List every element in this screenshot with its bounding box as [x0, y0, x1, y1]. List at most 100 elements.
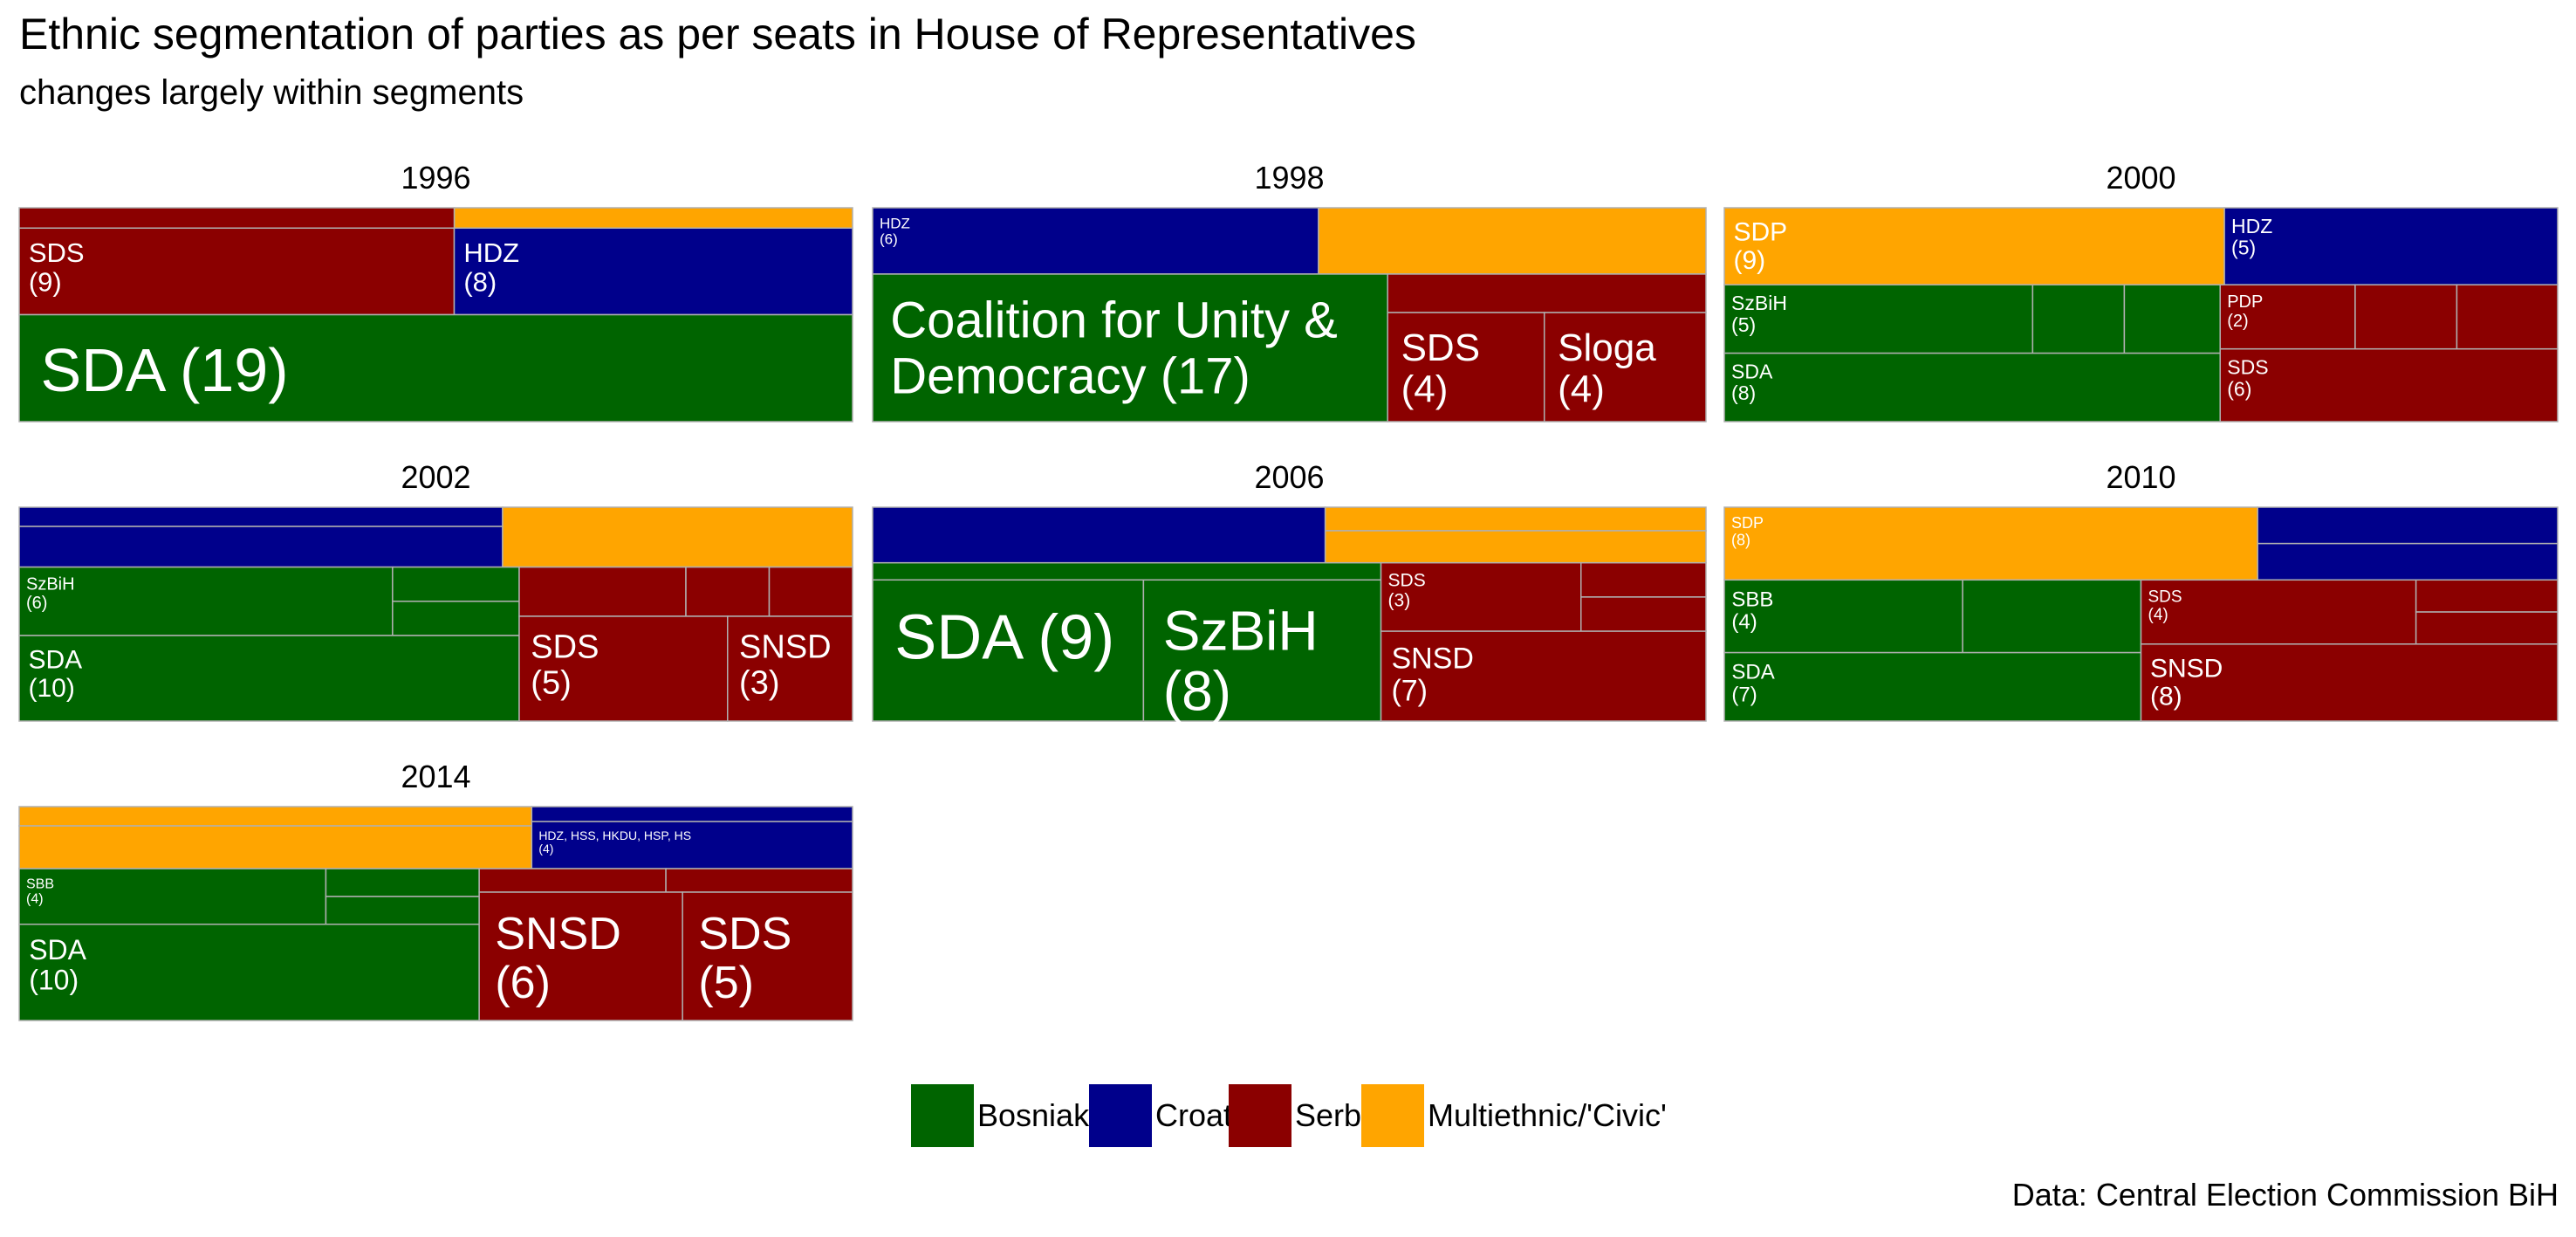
panel-title-1998: 1998	[1254, 160, 1324, 196]
tile-2002-sda	[18, 635, 520, 722]
tile-label-2010-sda: SDA (7)	[1731, 661, 1774, 707]
tile-2014-unlabeled-multiethniccivic	[18, 825, 533, 869]
tile-label-1998-sloga: Sloga (4)	[1558, 326, 1656, 411]
tile-2006-unlabeled-serb	[1580, 561, 1707, 598]
tile-2010-unlabeled-croat	[2257, 506, 2559, 545]
panel-1996: SDS (9) HDZ (8) SDA (19)	[18, 207, 853, 423]
panel-2002: SzBiH (6) SDA (10) SDS (5) SNSD (3)	[18, 506, 853, 722]
panel-title-2000: 2000	[2106, 160, 2175, 196]
tile-label-2014-sds: SDS (5)	[698, 909, 791, 1008]
tile-2002-snsd	[727, 615, 853, 722]
tile-label-1998-coalition-for-unity-democracy: Coalition for Unity & Democracy (17)	[890, 292, 1338, 404]
tile-2014-snsd	[478, 891, 683, 1021]
tile-2014-unlabeled-serb	[478, 868, 667, 893]
legend-item-multiethnic: Multiethnic/'Civic'	[1361, 1082, 1667, 1149]
tile-1996-unlabeled-multiethniccivic	[453, 207, 853, 230]
tile-label-2000-sda: SDA (8)	[1731, 360, 1773, 404]
tile-2014-sbb	[18, 868, 327, 925]
tile-1998-sloga	[1543, 312, 1707, 423]
tile-label-2000-sds: SDS (6)	[2227, 355, 2268, 400]
tile-1996-sds	[18, 227, 456, 316]
tile-2010-unlabeled-croat	[2257, 542, 2559, 581]
tile-2014-unlabeled-serb	[665, 868, 853, 893]
tile-2010-sbb	[1723, 579, 1963, 654]
legend-key-serb	[1229, 1084, 1291, 1147]
tile-2014-unlabeled-bosniak	[325, 896, 480, 925]
tile-2000-sda	[1723, 352, 2221, 423]
tile-2006-unlabeled-multiethniccivic	[1324, 506, 1707, 532]
tile-1998-sds	[1387, 312, 1545, 423]
tile-2010-snsd	[2140, 643, 2559, 722]
tile-2010-sdp	[1723, 506, 2258, 581]
tile-1998-coalition-for-unity-democracy	[872, 273, 1388, 423]
tile-2006-snsd	[1380, 630, 1707, 722]
tile-label-2002-snsd: SNSD (3)	[739, 629, 832, 701]
tile-2000-pdp	[2219, 284, 2356, 350]
chart-title: Ethnic segmentation of parties as per se…	[19, 10, 1416, 58]
panel-2006: SDA (9) SzBiH (8) SDS (3) SNSD (7)	[872, 506, 1707, 722]
tile-2000-unlabeled-serb	[2354, 284, 2458, 350]
tile-label-2006-sda: SDA (9)	[894, 602, 1114, 672]
tile-label-2010-sds: SDS (4)	[2148, 588, 2182, 624]
tile-label-2000-szbih: SzBiH (5)	[1731, 292, 1787, 336]
panel-1998: HDZ (6) Coalition for Unity & Democracy (17…	[872, 207, 1707, 423]
legend-label-bosniak: Bosniak	[977, 1097, 1090, 1133]
tile-2006-unlabeled-bosniak	[872, 561, 1382, 581]
legend: Bosniak Croat Serb Multiethnic/'Civic'	[0, 1082, 2576, 1149]
tile-2014-sds	[682, 891, 853, 1021]
tile-label-2000-hdz: HDZ (5)	[2231, 215, 2272, 259]
tile-1998-hdz	[872, 207, 1319, 275]
tile-label-1996-sds: SDS (9)	[29, 237, 85, 297]
tile-label-1998-sds: SDS (4)	[1401, 326, 1480, 411]
panel-2010: SDP (8) SBB (4) SDA (7) SDS (4) SNSD (8)	[1723, 506, 2559, 722]
tile-2002-sds	[518, 615, 729, 722]
tile-2002-unlabeled-multiethniccivic	[502, 506, 853, 568]
tile-2010-sda	[1723, 651, 2142, 722]
tile-label-2014-sbb: SBB (4)	[26, 876, 54, 906]
legend-label-croat: Croat	[1155, 1097, 1233, 1133]
tile-label-2010-sbb: SBB (4)	[1731, 588, 1773, 634]
tile-2010-unlabeled-serb	[2415, 579, 2559, 613]
panel-title-2002: 2002	[401, 459, 470, 495]
tile-label-2000-sdp: SDP (9)	[1734, 218, 1788, 275]
legend-label-multiethnic: Multiethnic/'Civic'	[1428, 1097, 1667, 1133]
legend-item-croat: Croat	[1089, 1082, 1232, 1149]
tile-2002-unlabeled-serb	[685, 566, 771, 617]
tile-2000-unlabeled-bosniak	[2123, 284, 2221, 354]
tile-label-2002-szbih: SzBiH (6)	[26, 575, 75, 614]
tile-2014-unlabeled-bosniak	[325, 868, 480, 897]
legend-label-serb: Serb	[1295, 1097, 1362, 1133]
chart-caption: Data: Central Election Commission BiH	[2011, 1177, 2559, 1213]
tile-2006-sda	[872, 579, 1145, 722]
tile-2002-szbih	[18, 566, 394, 636]
tile-2014-sda	[18, 924, 480, 1021]
tile-label-2002-sds: SDS (5)	[531, 629, 599, 701]
legend-key-multiethnic	[1361, 1084, 1424, 1147]
tile-label-2006-szbih: SzBiH (8)	[1163, 599, 1319, 722]
tile-2006-unlabeled-multiethniccivic	[1324, 530, 1707, 564]
tile-label-1996-sda: SDA (19)	[41, 336, 289, 404]
panel-2000: HDZ (5) SDP (9) SzBiH (5) SDA (8) PDP (2) SDS (6)	[1723, 207, 2559, 423]
tile-label-2014-sda: SDA (10)	[29, 934, 86, 996]
chart-subtitle: changes largely within segments	[19, 73, 524, 112]
tile-1998-unlabeled-multiethniccivic	[1318, 207, 1707, 275]
tile-2002-unlabeled-croat	[18, 506, 504, 527]
panel-title-2006: 2006	[1254, 459, 1324, 495]
tile-2000-szbih	[1723, 284, 2034, 354]
tile-2014-unlabeled-croat	[531, 806, 853, 822]
tile-label-2006-sds: SDS (3)	[1388, 571, 1426, 611]
tile-label-1996-hdz: HDZ (8)	[463, 237, 519, 297]
legend-key-bosniak	[911, 1084, 974, 1147]
tile-2006-unlabeled-croat	[872, 506, 1326, 564]
tile-label-2002-sda: SDA (10)	[29, 646, 83, 703]
tile-2000-hdz	[2223, 207, 2559, 285]
tile-label-2000-pdp: PDP (2)	[2227, 292, 2263, 331]
tile-label-2014-snsd: SNSD (6)	[495, 909, 620, 1008]
tile-2002-unlabeled-bosniak	[392, 566, 520, 602]
tile-2006-szbih	[1142, 579, 1382, 722]
tile-2002-unlabeled-bosniak	[392, 601, 520, 636]
tile-2014-unlabeled-multiethniccivic	[18, 806, 533, 827]
tile-2014-hdz-hss-hkdu-hsp-hs	[531, 821, 853, 869]
tile-2002-unlabeled-croat	[18, 526, 504, 568]
